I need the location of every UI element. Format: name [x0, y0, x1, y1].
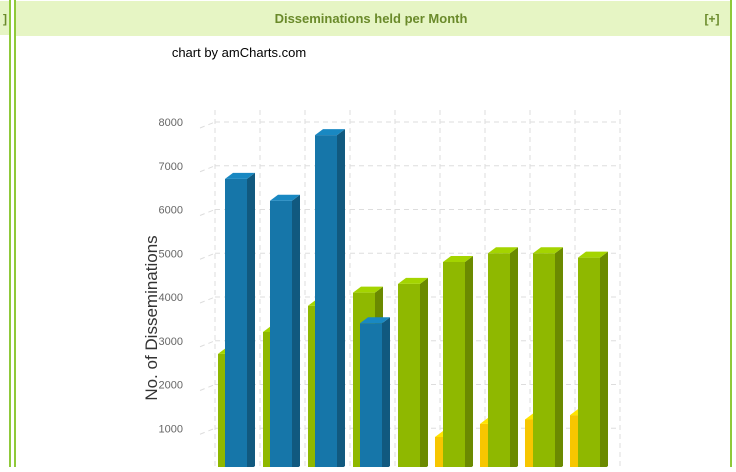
bar-top — [315, 129, 345, 136]
bar — [225, 178, 247, 472]
y-tick-label: 8000 — [159, 117, 183, 129]
bar-side — [510, 247, 518, 472]
grid-line — [199, 121, 216, 129]
bar-side — [600, 251, 608, 472]
bar — [398, 283, 420, 472]
y-tick-label: 4000 — [159, 292, 183, 304]
left-panel — [0, 0, 11, 469]
grid-line — [199, 296, 216, 304]
bar-side — [382, 317, 390, 472]
bar-top — [360, 317, 390, 324]
bar-side — [247, 172, 255, 472]
left-panel-header — [0, 1, 9, 35]
grid-line — [199, 384, 216, 391]
grid-line — [199, 427, 216, 435]
y-axis-label: No. of Disseminations — [142, 235, 161, 400]
y-tick-label: 3000 — [159, 336, 183, 348]
bar-side — [420, 277, 428, 472]
left-panel-edge: ] — [3, 12, 7, 26]
bar-side — [465, 256, 473, 472]
bar-top — [398, 277, 428, 284]
bar — [360, 323, 382, 472]
grid-line — [199, 209, 216, 216]
y-tick-label: 5000 — [159, 248, 183, 260]
bar — [488, 253, 510, 472]
grid-line — [199, 340, 216, 348]
bar — [578, 257, 600, 472]
bar-top — [488, 247, 518, 254]
bar-top — [353, 286, 383, 293]
bar — [533, 253, 555, 472]
grid-line — [199, 252, 216, 260]
bar-top — [578, 251, 608, 258]
bar-top — [270, 194, 300, 201]
bar-side — [337, 129, 345, 472]
panel-header — [16, 1, 730, 36]
y-tick-label: 1000 — [159, 423, 183, 435]
panel-title: Disseminations held per Month — [275, 11, 468, 26]
bar-side — [555, 247, 563, 472]
y-tick-label: 7000 — [159, 161, 183, 173]
bar-side — [292, 194, 300, 472]
grid-line — [199, 165, 216, 173]
chart-credit: chart by amCharts.com — [172, 45, 306, 60]
bar-top — [225, 172, 255, 179]
chart: 1000 2000 3000 4000 5000 6000 7000 8000 No. of D… — [142, 110, 621, 472]
bar — [315, 135, 337, 472]
bar — [443, 262, 465, 472]
y-tick-label: 2000 — [159, 380, 183, 392]
y-tick-label: 6000 — [159, 205, 183, 217]
expand-button[interactable]: [+] — [705, 12, 720, 26]
bar-top — [533, 247, 563, 254]
bar-top — [443, 256, 473, 262]
bar — [270, 200, 292, 472]
